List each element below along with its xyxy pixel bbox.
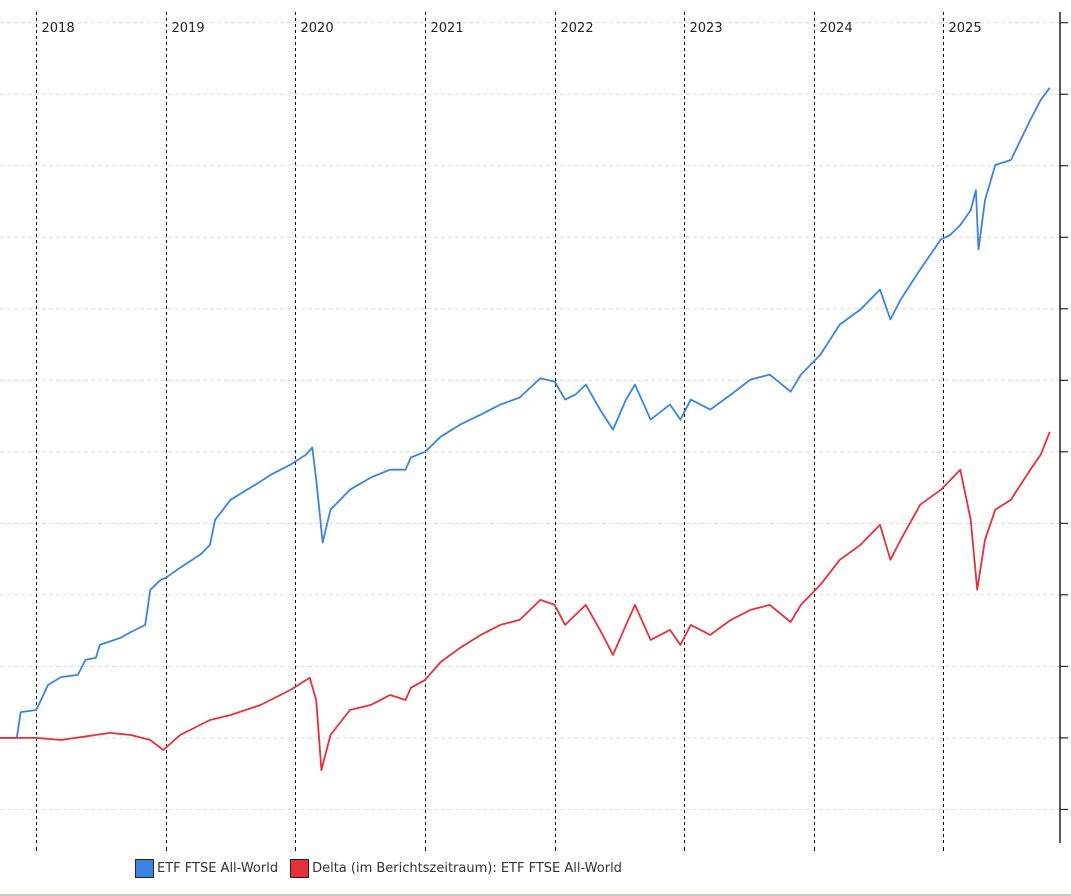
x-tick-label: 2018 xyxy=(42,21,75,36)
x-tick-label: 2025 xyxy=(949,21,982,36)
legend: ETF FTSE All-World Delta (im Berichtszei… xyxy=(135,859,634,878)
line-chart: 2018 2019 2020 2021 2022 2023 2024 2025 xyxy=(0,12,1068,851)
gridlines xyxy=(0,22,1060,810)
legend-label: Delta (im Berichtszeitraum): ETF FTSE Al… xyxy=(312,861,622,876)
x-tick-label: 2024 xyxy=(820,21,853,36)
x-tick-label: 2019 xyxy=(172,21,205,36)
bottom-border xyxy=(0,894,1071,896)
year-lines: 2018 2019 2020 2021 2022 2023 2024 2025 xyxy=(36,12,982,851)
series-lines xyxy=(0,87,1051,771)
x-tick-label: 2020 xyxy=(301,21,334,36)
legend-label: ETF FTSE All-World xyxy=(157,861,279,876)
x-tick-label: 2021 xyxy=(431,21,464,36)
x-tick-label: 2023 xyxy=(690,21,723,36)
series-line-0 xyxy=(0,87,1051,739)
legend-item-delta[interactable]: Delta (im Berichtszeitraum): ETF FTSE Al… xyxy=(290,859,622,878)
x-tick-label: 2022 xyxy=(561,21,594,36)
legend-item-etf[interactable]: ETF FTSE All-World xyxy=(135,859,278,878)
legend-swatch-blue xyxy=(135,859,154,878)
series-line-1 xyxy=(0,431,1051,771)
legend-swatch-red xyxy=(290,859,310,878)
right-axis xyxy=(1059,12,1068,843)
